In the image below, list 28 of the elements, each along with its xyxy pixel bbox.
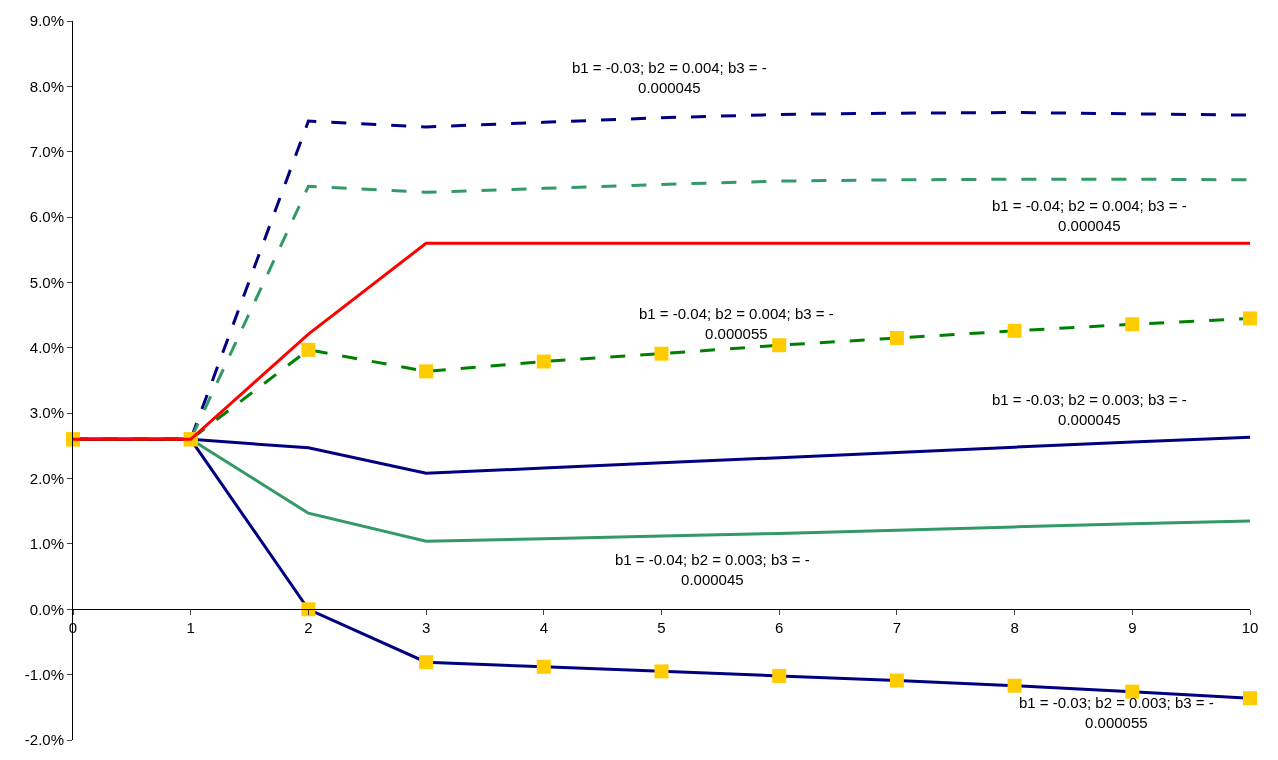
annotation: b1 = -0.04; b2 = 0.003; b3 = - 0.000045	[615, 551, 810, 588]
x-tick-label: 7	[892, 619, 902, 637]
y-tick-label: 4.0%	[29, 339, 64, 357]
x-tick-label: 4	[539, 619, 548, 637]
y-tick-label: 3.0%	[29, 404, 64, 422]
y-tick-label: 5.0%	[29, 273, 64, 291]
x-tick-label: 6	[775, 619, 784, 637]
y-tick-label: 0.0%	[29, 600, 64, 618]
x-tick-label: 3	[421, 619, 431, 637]
y-tick-label: 8.0%	[29, 77, 64, 95]
y-tick-label: 1.0%	[29, 535, 64, 553]
y-tick-label: 6.0%	[29, 208, 64, 226]
x-tick-label: 8	[1010, 619, 1019, 637]
annotation: b1 = -0.04; b2 = 0.004; b3 = - 0.000045	[992, 197, 1187, 234]
y-tick-label: -1.0%	[24, 665, 64, 683]
y-tick-label: 7.0%	[29, 142, 64, 160]
x-tick-label: 2	[304, 619, 313, 637]
x-tick-label: 5	[657, 619, 666, 637]
y-tick-label: 2.0%	[29, 469, 64, 487]
annotation: b1 = -0.03; b2 = 0.003; b3 = - 0.000055	[1019, 694, 1214, 731]
annotation: b1 = -0.04; b2 = 0.004; b3 = - 0.000055	[639, 305, 834, 342]
annotation: b1 = -0.03; b2 = 0.003; b3 = - 0.000045	[992, 391, 1187, 428]
annotation: b1 = -0.03; b2 = 0.004; b3 = - 0.000045	[572, 59, 767, 96]
x-tick-label: 10	[1241, 619, 1259, 637]
x-tick-label: 9	[1128, 619, 1137, 637]
y-tick-label: -2.0%	[24, 731, 64, 749]
y-tick-label: 9.0%	[29, 12, 64, 30]
x-tick-label: 1	[186, 619, 195, 637]
